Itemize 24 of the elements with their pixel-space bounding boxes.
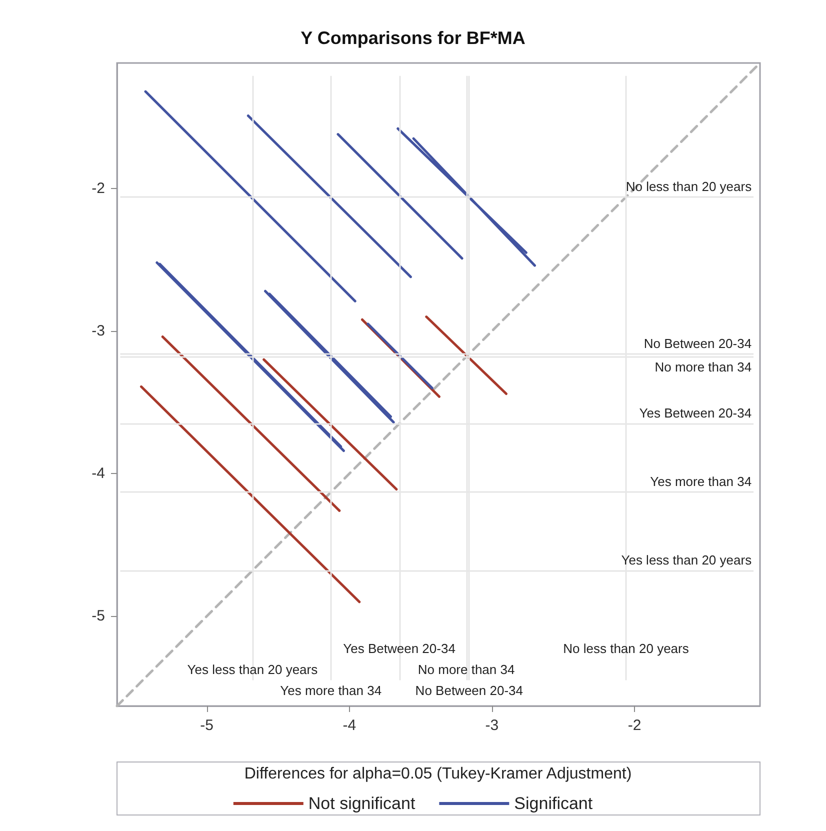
ref-line-label: No less than 20 years [563,641,690,656]
y-tick-label: -3 [92,322,105,340]
y-tick-label: -5 [92,608,105,625]
x-tick-label: -2 [628,717,642,734]
y-tick-label: -4 [92,465,105,482]
x-tick-label: -4 [342,717,356,734]
ref-line-label: Yes more than 34 [650,474,752,490]
legend-label: Not significant [308,794,416,813]
ref-line-label: No more than 34 [418,662,515,677]
ref-line-label: No more than 34 [654,360,752,375]
ref-line-label: Yes more than 34 [280,683,382,698]
ref-line-label: No Between 20-34 [644,336,752,351]
ref-line-label: No less than 20 years [626,179,752,194]
ref-line-label: Yes less than 20 years [621,552,752,568]
y-tick-label: -2 [92,180,105,197]
chart-title: Y Comparisons for BF*MA [300,28,526,48]
ref-line-label: No Between 20-34 [415,683,523,698]
legend-title: Differences for alpha=0.05 (Tukey-Kramer Adjustment) [244,766,632,782]
ref-line-label: Yes Between 20-34 [343,641,456,656]
ref-line-label: Yes less than 20 years [187,662,318,677]
x-tick-label: -3 [485,717,499,734]
x-tick-label: -5 [200,717,214,734]
ref-line-label: Yes Between 20-34 [639,406,752,421]
legend-label: Significant [514,794,593,813]
